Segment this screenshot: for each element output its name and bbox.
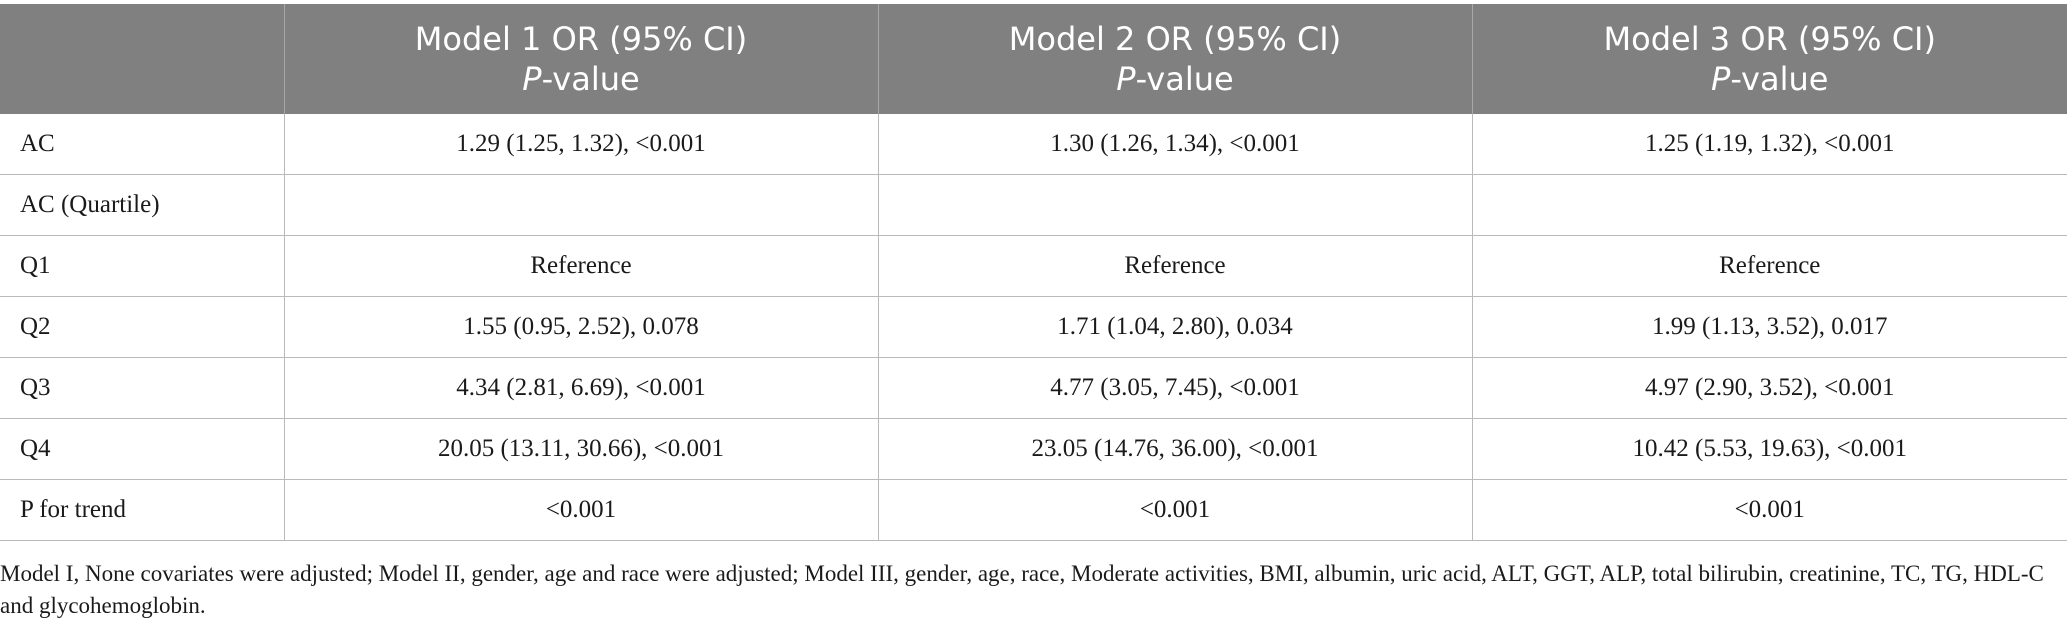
header-row: Model 1 OR (95% CI) P-value Model 2 OR (…	[0, 4, 2067, 114]
model-2-cell: 23.05 (14.76, 36.00), <0.001	[877, 418, 1472, 480]
header-model-3-title: Model 3 OR (95% CI)	[1603, 20, 1936, 58]
row-label: AC (Quartile)	[0, 174, 284, 236]
model-1-cell: Reference	[283, 235, 878, 297]
row-label: Q3	[0, 357, 284, 419]
header-model-2: Model 2 OR (95% CI) P-value	[877, 4, 1472, 114]
model-3-cell: 1.99 (1.13, 3.52), 0.017	[1471, 296, 2067, 358]
model-2-cell: <0.001	[877, 479, 1472, 541]
table-row: AC (Quartile)	[0, 174, 2067, 236]
model-1-cell: <0.001	[283, 479, 878, 541]
table-row: P for trend <0.001 <0.001 <0.001	[0, 479, 2067, 541]
model-1-cell: 4.34 (2.81, 6.69), <0.001	[283, 357, 878, 419]
model-2-cell: 4.77 (3.05, 7.45), <0.001	[877, 357, 1472, 419]
model-1-cell: 20.05 (13.11, 30.66), <0.001	[283, 418, 878, 480]
header-model-2-title: Model 2 OR (95% CI)	[1008, 20, 1342, 58]
model-3-cell: 1.25 (1.19, 1.32), <0.001	[1471, 114, 2067, 175]
row-label: Q4	[0, 418, 284, 480]
results-table: Model 1 OR (95% CI) P-value Model 2 OR (…	[0, 4, 2067, 541]
row-label: AC	[0, 114, 284, 175]
table-container: Model 1 OR (95% CI) P-value Model 2 OR (…	[0, 4, 2067, 541]
row-label: Q1	[0, 235, 284, 297]
header-model-3: Model 3 OR (95% CI) P-value	[1471, 4, 2067, 114]
header-model-2-pvalue: P-value	[1116, 60, 1234, 98]
model-2-cell: Reference	[877, 235, 1472, 297]
header-cell-blank	[0, 4, 284, 114]
model-2-cell: 1.71 (1.04, 2.80), 0.034	[877, 296, 1472, 358]
table-row: Q3 4.34 (2.81, 6.69), <0.001 4.77 (3.05,…	[0, 357, 2067, 419]
model-3-cell: Reference	[1471, 235, 2067, 297]
row-label: Q2	[0, 296, 284, 358]
model-3-cell: 10.42 (5.53, 19.63), <0.001	[1471, 418, 2067, 480]
table-row: Q2 1.55 (0.95, 2.52), 0.078 1.71 (1.04, …	[0, 296, 2067, 358]
table-row: Q4 20.05 (13.11, 30.66), <0.001 23.05 (1…	[0, 418, 2067, 480]
model-1-cell: 1.55 (0.95, 2.52), 0.078	[283, 296, 878, 358]
row-label: P for trend	[0, 479, 284, 541]
table-row: AC 1.29 (1.25, 1.32), <0.001 1.30 (1.26,…	[0, 114, 2067, 175]
model-3-cell	[1471, 174, 2067, 236]
model-1-cell: 1.29 (1.25, 1.32), <0.001	[283, 114, 878, 175]
header-model-1: Model 1 OR (95% CI) P-value	[283, 4, 878, 114]
table-row: Q1 Reference Reference Reference	[0, 235, 2067, 297]
header-model-1-pvalue: P-value	[522, 60, 640, 98]
header-model-1-title: Model 1 OR (95% CI)	[414, 20, 748, 58]
model-3-cell: 4.97 (2.90, 3.52), <0.001	[1471, 357, 2067, 419]
header-model-3-pvalue: P-value	[1711, 60, 1829, 98]
model-2-cell: 1.30 (1.26, 1.34), <0.001	[877, 114, 1472, 175]
model-1-cell	[283, 174, 878, 236]
table-footnote: Model I, None covariates were adjusted; …	[0, 561, 2044, 618]
model-3-cell: <0.001	[1471, 479, 2067, 541]
model-2-cell	[877, 174, 1472, 236]
